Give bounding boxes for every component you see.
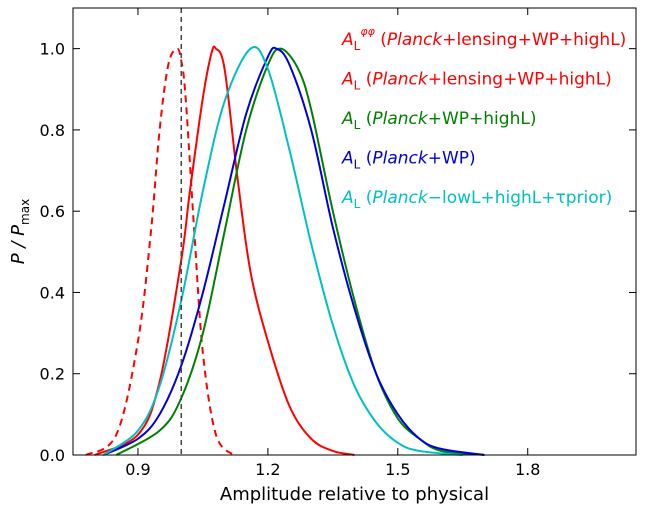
legend-open: (: [360, 149, 372, 169]
series-layer: [85, 45, 485, 456]
x-tick-label: 1.8: [515, 460, 540, 479]
legend-symbol: A: [341, 149, 354, 169]
legend-open: (: [360, 70, 372, 90]
legend-symbol: A: [341, 109, 354, 129]
series-line-3: [102, 46, 485, 456]
y-tick-label: 1.0: [40, 40, 65, 59]
legend-symbol: A: [341, 30, 354, 50]
legend-rest: +WP+highL): [428, 109, 537, 129]
y-tick-label: 0.6: [40, 202, 65, 221]
x-axis-label: Amplitude relative to physical: [220, 484, 489, 505]
legend-dataset: Planck: [387, 30, 444, 50]
x-tick-label: 1.2: [255, 460, 280, 479]
legend-open: (: [360, 109, 372, 129]
legend-subscript: L: [354, 197, 361, 211]
legend-subscript: L: [354, 39, 361, 53]
legend-rest: −lowL+highL+τprior): [428, 188, 613, 208]
legend-symbol: A: [341, 188, 354, 208]
plot-frame: [72, 7, 637, 456]
x-tick-label: 1.5: [385, 460, 410, 479]
legend-symbol: A: [341, 70, 354, 90]
legend-superscript: φφ: [360, 25, 375, 38]
y-axis-label-subscript: max: [18, 199, 32, 225]
y-axis-label: P / Pmax: [8, 199, 32, 264]
legend-entry-0: ALφφ (Planck+lensing+WP+highL): [341, 25, 626, 53]
legend-open: (: [375, 30, 387, 50]
legend-dataset: Planck: [372, 149, 429, 169]
y-tick-label: 0.4: [40, 283, 65, 302]
series-line-1: [94, 45, 355, 456]
legend-subscript: L: [354, 79, 361, 93]
legend-rest: +WP): [428, 149, 476, 169]
legend-dataset: Planck: [372, 188, 429, 208]
y-tick-label: 0.0: [40, 446, 65, 465]
legend-entry-1: AL (Planck+lensing+WP+highL): [341, 70, 612, 93]
legend-rest: +lensing+WP+highL): [428, 70, 612, 90]
x-tick-label: 0.9: [125, 460, 150, 479]
legend-entry-2: AL (Planck+WP+highL): [341, 109, 536, 132]
series-line-2: [115, 47, 485, 456]
y-tick-label: 0.2: [40, 365, 65, 384]
legend-rest: +lensing+WP+highL): [442, 30, 626, 50]
legend-dataset: Planck: [372, 109, 429, 129]
legend-entry-3: AL (Planck+WP): [341, 149, 476, 172]
legend-subscript: L: [354, 158, 361, 172]
ticks-layer: 0.9 1.2 1.5 1.8 0.0 0.2 0.4 0.6 0.8 1.0: [40, 8, 636, 479]
y-tick-label: 0.8: [40, 121, 65, 140]
series-line-4: [102, 46, 463, 456]
legend-open: (: [360, 188, 372, 208]
legend-entry-4: AL (Planck−lowL+highL+τprior): [341, 188, 612, 211]
legend-subscript: L: [354, 118, 361, 132]
series-line-0: [85, 47, 234, 456]
legend-dataset: Planck: [372, 70, 429, 90]
y-axis-label-main: P / P: [8, 225, 29, 264]
legend: ALφφ (Planck+lensing+WP+highL)AL (Planck…: [341, 25, 626, 211]
